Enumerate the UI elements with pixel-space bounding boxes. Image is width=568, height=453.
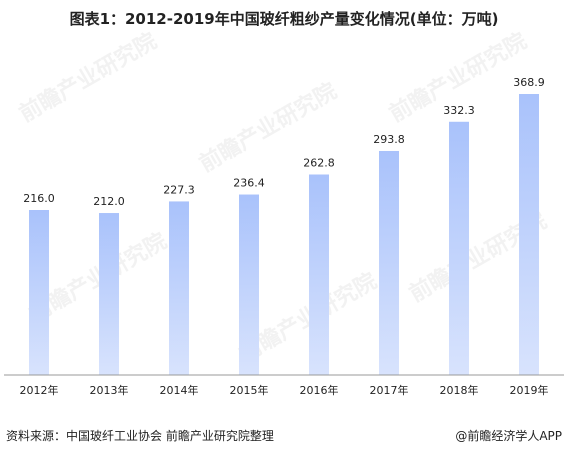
x-tick-label-6: 2018年	[440, 383, 479, 397]
bar-5	[379, 150, 399, 375]
x-tick-label-0: 2012年	[20, 383, 59, 397]
data-label-7: 368.9	[513, 76, 545, 89]
brand-label: @前瞻经济学人APP	[455, 429, 562, 443]
bar-7	[519, 94, 539, 375]
x-tick-label-7: 2019年	[510, 383, 549, 397]
bar-6	[449, 121, 469, 375]
bar-1	[99, 213, 119, 375]
data-label-2: 227.3	[163, 183, 195, 196]
x-tick-label-1: 2013年	[90, 383, 129, 397]
x-tick-label-2: 2014年	[160, 383, 199, 397]
bar-4	[309, 174, 329, 375]
x-tick-label-4: 2016年	[300, 383, 339, 397]
chart-title: 图表1：2012-2019年中国玻纤粗纱产量变化情况(单位：万吨)	[69, 10, 499, 28]
data-label-0: 216.0	[23, 192, 55, 205]
data-label-6: 332.3	[443, 104, 475, 117]
footer: 资料来源：中国玻纤工业协会 前瞻产业研究院整理 @前瞻经济学人APP	[6, 427, 562, 447]
data-label-1: 212.0	[93, 195, 125, 208]
data-label-3: 236.4	[233, 177, 265, 190]
data-label-4: 262.8	[303, 156, 335, 169]
x-tick-label-5: 2017年	[370, 383, 409, 397]
x-tick-label-3: 2015年	[230, 383, 269, 397]
bar-0	[29, 210, 49, 375]
bar-chart: 216.0 2012年 212.0 2013年 227.3 2014年 236.4 2015年…	[4, 76, 564, 397]
source-note: 资料来源：中国玻纤工业协会 前瞻产业研究院整理	[6, 429, 274, 443]
bar-3	[239, 194, 259, 375]
data-label-5: 293.8	[373, 133, 405, 146]
bar-2	[169, 201, 189, 375]
